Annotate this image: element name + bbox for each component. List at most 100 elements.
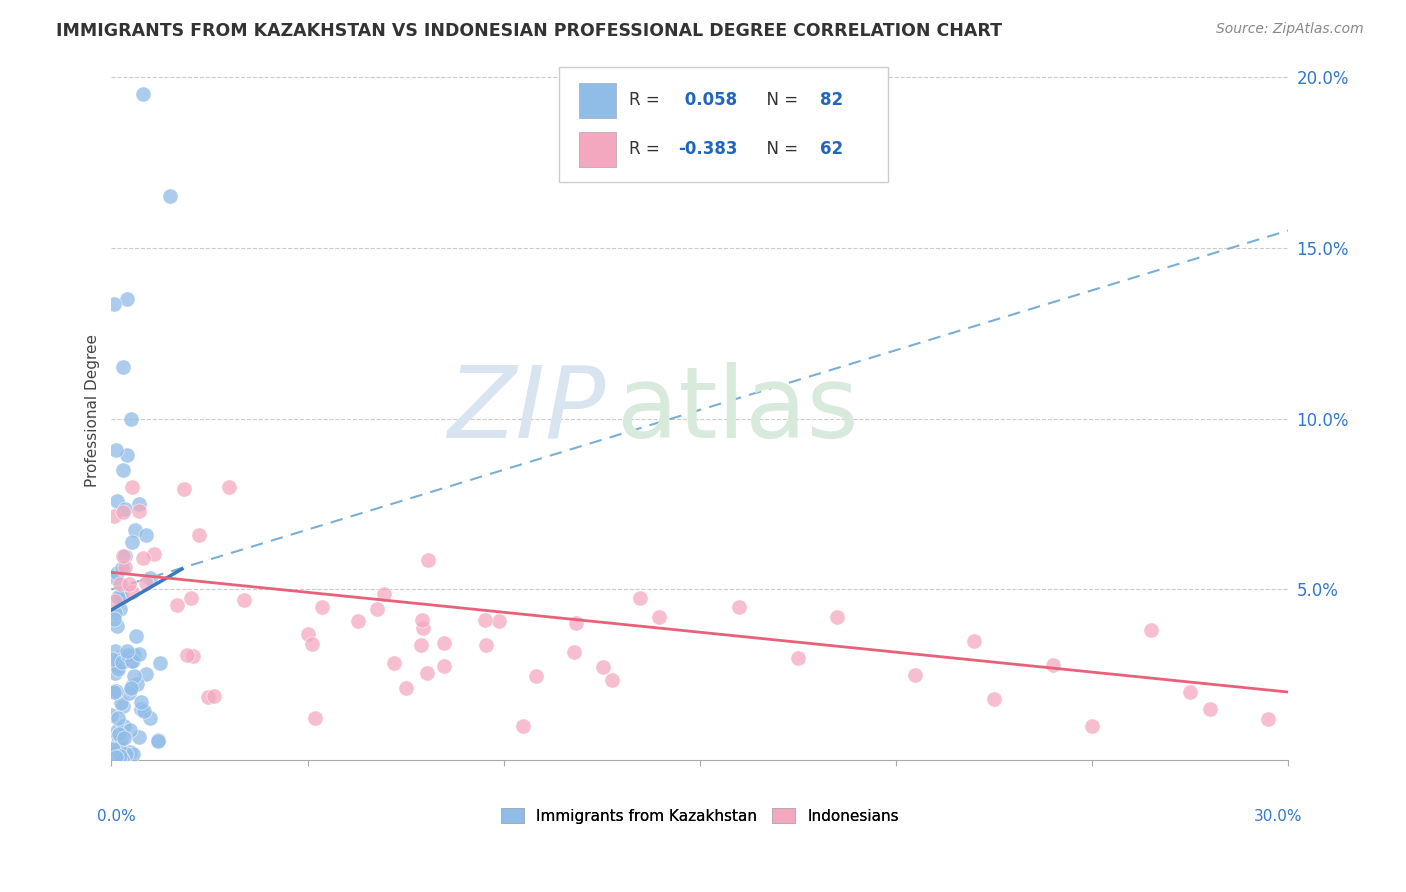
- Point: [600, 673, 623, 688]
- Point: [114, 747, 136, 762]
- Point: [104, 684, 127, 698]
- Point: [304, 711, 326, 725]
- Point: [101, 742, 124, 756]
- Point: [412, 621, 434, 635]
- Point: [114, 549, 136, 563]
- Point: [135, 527, 157, 541]
- Point: [110, 590, 132, 604]
- Point: [122, 648, 145, 662]
- Point: [1257, 712, 1279, 726]
- Point: [786, 650, 808, 665]
- Point: [125, 630, 148, 644]
- Point: [107, 653, 129, 667]
- Point: [139, 711, 162, 725]
- Point: [129, 695, 152, 709]
- Point: [311, 599, 333, 614]
- Point: [475, 638, 498, 652]
- Point: [103, 685, 125, 699]
- Point: [128, 504, 150, 518]
- Point: [132, 550, 155, 565]
- Point: [107, 590, 129, 604]
- Point: [122, 669, 145, 683]
- Legend: Immigrants from Kazakhstan, Indonesians: Immigrants from Kazakhstan, Indonesians: [495, 802, 905, 830]
- Point: [433, 659, 456, 673]
- Point: [103, 684, 125, 698]
- Point: [121, 535, 143, 549]
- Text: R =: R =: [628, 140, 665, 158]
- FancyBboxPatch shape: [578, 132, 616, 167]
- Point: [115, 292, 138, 306]
- Point: [110, 731, 132, 746]
- Text: 82: 82: [820, 91, 842, 109]
- Point: [128, 497, 150, 511]
- Point: [118, 686, 141, 700]
- Point: [104, 606, 127, 620]
- Point: [107, 662, 129, 676]
- Y-axis label: Professional Degree: Professional Degree: [86, 334, 100, 486]
- Point: [115, 448, 138, 462]
- Point: [111, 655, 134, 669]
- Point: [159, 189, 181, 203]
- Point: [121, 679, 143, 693]
- Point: [121, 654, 143, 668]
- Point: [648, 610, 671, 624]
- Point: [1139, 624, 1161, 638]
- Text: 30.0%: 30.0%: [1254, 809, 1302, 824]
- Point: [112, 505, 135, 519]
- Point: [104, 442, 127, 457]
- Point: [112, 698, 135, 713]
- Point: [135, 667, 157, 681]
- Point: [181, 648, 204, 663]
- Point: [112, 731, 135, 746]
- Point: [103, 739, 125, 754]
- Point: [108, 577, 131, 591]
- Point: [107, 727, 129, 741]
- Text: N =: N =: [756, 140, 804, 158]
- Point: [107, 729, 129, 743]
- Point: [104, 665, 127, 680]
- Point: [197, 690, 219, 705]
- Point: [110, 696, 132, 710]
- Point: [103, 509, 125, 524]
- Point: [132, 87, 155, 101]
- Point: [366, 602, 388, 616]
- Point: [628, 591, 651, 605]
- Text: IMMIGRANTS FROM KAZAKHSTAN VS INDONESIAN PROFESSIONAL DEGREE CORRELATION CHART: IMMIGRANTS FROM KAZAKHSTAN VS INDONESIAN…: [56, 22, 1002, 40]
- Point: [103, 739, 125, 754]
- Point: [114, 502, 136, 516]
- Point: [488, 614, 510, 628]
- Point: [105, 619, 128, 633]
- Text: 0.058: 0.058: [679, 91, 737, 109]
- Point: [112, 463, 135, 477]
- Point: [104, 644, 127, 658]
- Point: [101, 651, 124, 665]
- Text: 62: 62: [820, 140, 842, 158]
- Point: [112, 360, 135, 375]
- Text: ZIP: ZIP: [447, 361, 606, 458]
- Point: [512, 718, 534, 732]
- Point: [202, 690, 225, 704]
- Point: [297, 627, 319, 641]
- Point: [115, 644, 138, 658]
- Point: [121, 654, 143, 668]
- Point: [1042, 657, 1064, 672]
- Point: [176, 648, 198, 662]
- Point: [111, 586, 134, 600]
- Point: [125, 677, 148, 691]
- Point: [103, 612, 125, 626]
- Text: N =: N =: [756, 91, 804, 109]
- Point: [1198, 702, 1220, 716]
- Point: [108, 734, 131, 748]
- Text: R =: R =: [628, 91, 665, 109]
- Point: [111, 561, 134, 575]
- Point: [121, 584, 143, 599]
- Point: [411, 613, 433, 627]
- Point: [565, 616, 588, 631]
- Point: [188, 528, 211, 542]
- FancyBboxPatch shape: [578, 83, 616, 118]
- Point: [142, 547, 165, 561]
- Point: [124, 523, 146, 537]
- Point: [411, 638, 433, 652]
- Point: [963, 633, 986, 648]
- Point: [118, 576, 141, 591]
